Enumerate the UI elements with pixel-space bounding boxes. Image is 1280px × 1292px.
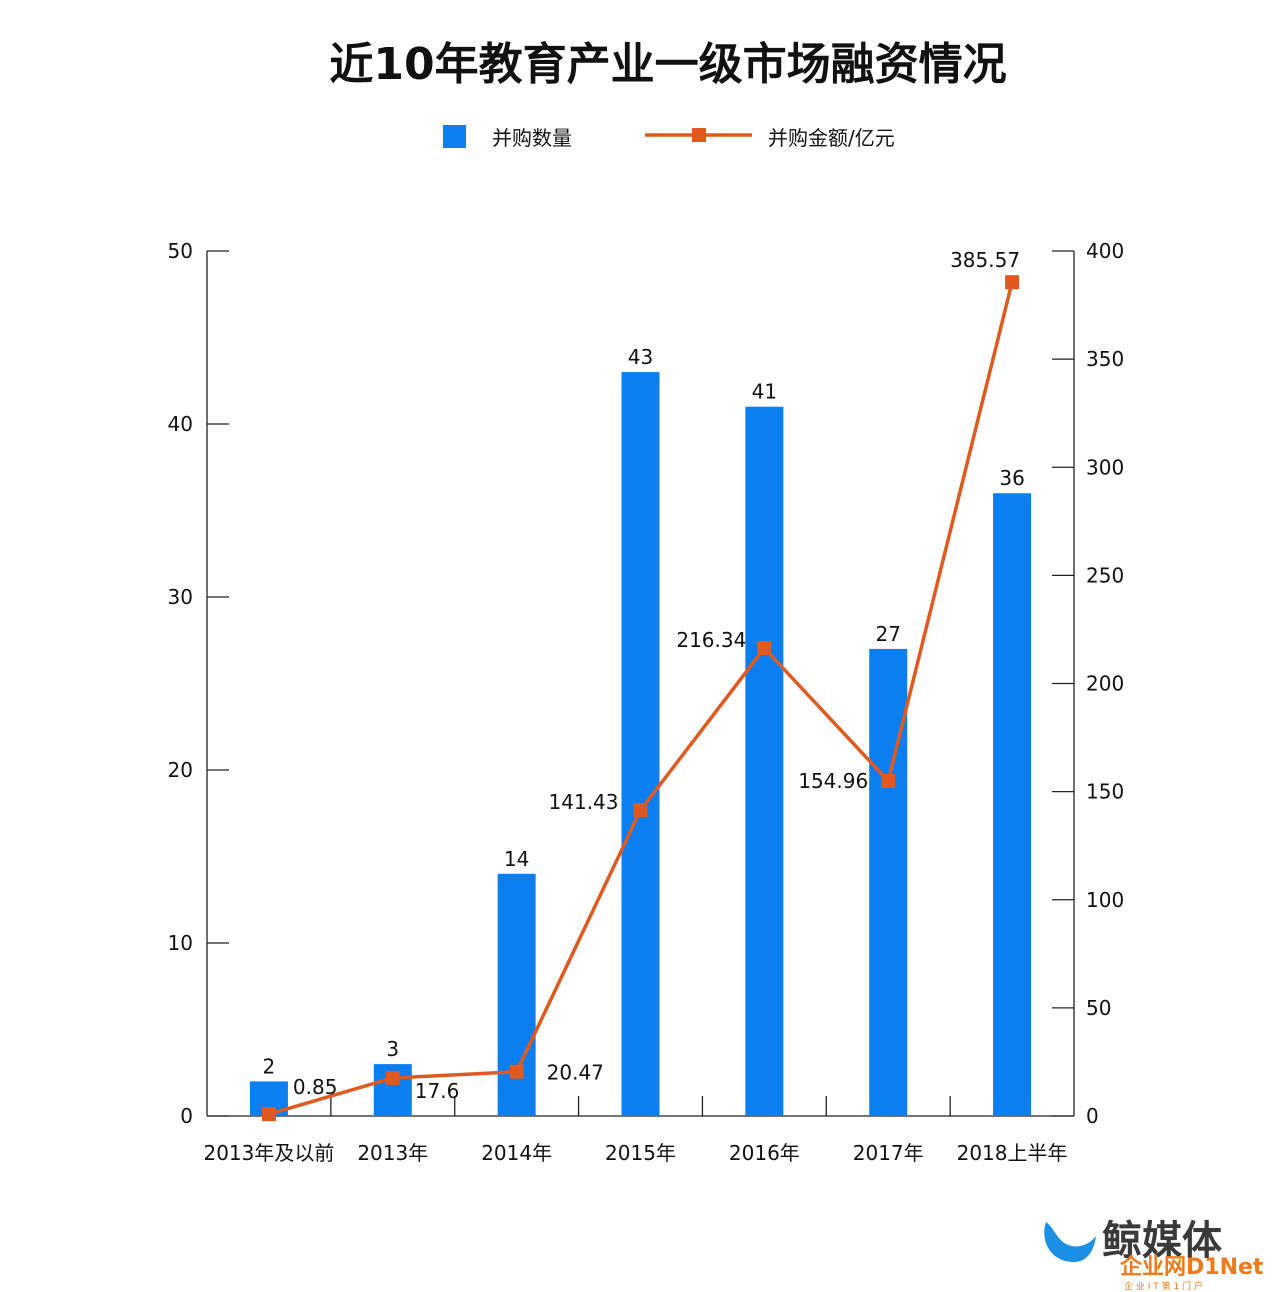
line-marker: [881, 773, 896, 788]
right-tick-label: 250: [1086, 563, 1124, 587]
right-tick-label: 300: [1086, 455, 1124, 479]
line-value-label: 17.6: [415, 1079, 460, 1103]
right-tick-label: 50: [1086, 996, 1111, 1020]
line-marker: [757, 641, 772, 656]
line-value-label: 141.43: [549, 790, 619, 814]
line-value-label: 0.85: [293, 1075, 338, 1099]
right-tick-label: 200: [1086, 672, 1124, 696]
category-label: 2013年及以前: [203, 1141, 334, 1165]
left-tick-label: 50: [168, 239, 193, 263]
category-label: 2017年: [853, 1141, 924, 1165]
bar: [621, 372, 660, 1117]
left-axis: 0 10 20 30 40 50: [168, 239, 229, 1128]
watermark-brand: 鲸媒体: [1102, 1218, 1222, 1264]
whale-logo-icon: [1044, 1222, 1096, 1262]
legend-bar-label: 并购数量: [492, 126, 572, 150]
right-tick-label: 100: [1086, 888, 1124, 912]
left-tick-label: 20: [168, 758, 193, 782]
line-marker: [261, 1107, 276, 1122]
category-label: 2016年: [729, 1141, 800, 1165]
legend: 并购数量 并购金额/亿元: [443, 125, 895, 150]
right-tick-label: 0: [1086, 1104, 1099, 1128]
chart-title: 近10年教育产业一级市场融资情况: [329, 39, 1006, 90]
line-value-label: 154.96: [798, 769, 868, 793]
legend-line-marker: [692, 128, 706, 142]
bar-value-label: 3: [386, 1037, 399, 1061]
right-tick-label: 400: [1086, 239, 1124, 263]
bar: [497, 873, 536, 1116]
x-axis: 2013年及以前 2013年 2014年 2015年 2016年 2017年 2018上半年: [203, 1096, 1074, 1165]
bar-value-label: 14: [504, 847, 529, 871]
line-marker: [633, 803, 648, 818]
data-labels: 2 3 14 43 41 27 36 0.85 17.6 20.47 141.43 216.34 154…: [263, 248, 1025, 1103]
category-label: 2013年: [357, 1141, 428, 1165]
left-tick-label: 10: [168, 931, 193, 955]
watermark: 鲸媒体 企业网D1Net 企 业 I T 第 1 门 户: [1044, 1218, 1264, 1292]
bar-value-label: 43: [628, 345, 653, 369]
bar-value-label: 2: [263, 1054, 276, 1078]
line-value-label: 20.47: [547, 1061, 604, 1085]
right-axis: 0 50 100 150 200 250 300 350 400: [1052, 239, 1124, 1128]
left-tick-label: 40: [168, 412, 193, 436]
left-tick-label: 30: [168, 585, 193, 609]
line-marker: [509, 1064, 524, 1079]
bar: [745, 406, 784, 1116]
bar: [869, 648, 908, 1116]
bar-value-label: 27: [875, 622, 900, 646]
bars: [249, 372, 1032, 1117]
category-label: 2018上半年: [957, 1141, 1068, 1165]
watermark-site: 企业网D1Net: [1119, 1254, 1264, 1280]
watermark-tagline: 企 业 I T 第 1 门 户: [1124, 1280, 1203, 1292]
bar-value-label: 36: [999, 466, 1024, 490]
line-marker: [385, 1070, 400, 1085]
legend-bar-swatch: [443, 125, 466, 148]
left-tick-label: 0: [180, 1104, 193, 1128]
right-tick-label: 150: [1086, 780, 1124, 804]
line-series: [261, 275, 1020, 1122]
legend-line-label: 并购金额/亿元: [768, 126, 895, 150]
line-value-label: 385.57: [950, 248, 1020, 272]
bar-value-label: 41: [752, 380, 777, 404]
line-value-label: 216.34: [676, 628, 746, 652]
category-label: 2015年: [605, 1141, 676, 1165]
right-tick-label: 350: [1086, 347, 1124, 371]
line-marker: [1005, 275, 1020, 290]
bar: [993, 493, 1032, 1116]
category-label: 2014年: [481, 1141, 552, 1165]
